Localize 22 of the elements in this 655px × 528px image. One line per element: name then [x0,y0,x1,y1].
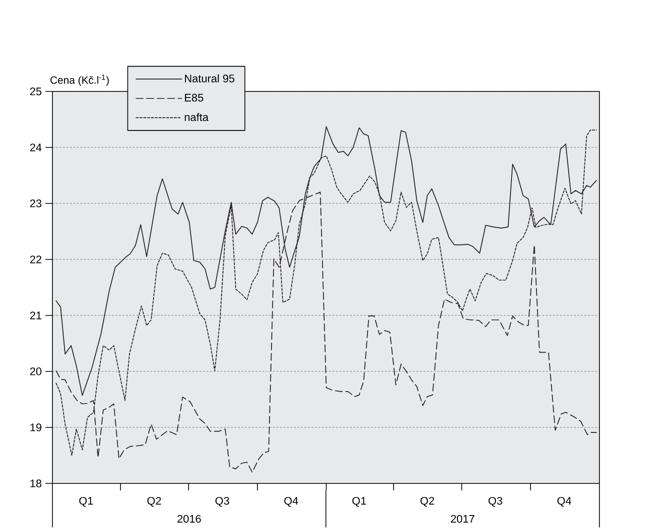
y-tick-label: 23 [30,200,42,208]
y-tick-label: 19 [30,424,42,432]
y-tick-label: 25 [30,88,42,96]
y-tick-label: 21 [30,312,42,320]
x-tick-label: Q3 [215,497,230,507]
x-tick-label: Q4 [557,497,572,507]
legend-label: nafta [184,113,209,122]
x-tick-label: Q1 [352,497,366,507]
x-tick-label: Q2 [420,497,434,507]
legend-label: Natural 95 [185,74,234,82]
y-tick-label: 18 [30,480,42,488]
legend-label: E85 [185,94,204,102]
x-tick-label: Q1 [79,497,93,507]
y-axis-title: Cena (Kč.l$^{-1}$) [50,74,109,86]
x-tick-label: Q3 [488,497,502,507]
y-tick-label: 24 [30,144,42,152]
y-tick-label: 20 [30,368,42,376]
text: 2016 [177,515,201,523]
x-tick-label: Q2 [147,497,161,507]
y-tick-label: 22 [30,256,42,264]
text: 2017 [450,515,474,523]
x-tick-label: Q4 [284,497,298,507]
